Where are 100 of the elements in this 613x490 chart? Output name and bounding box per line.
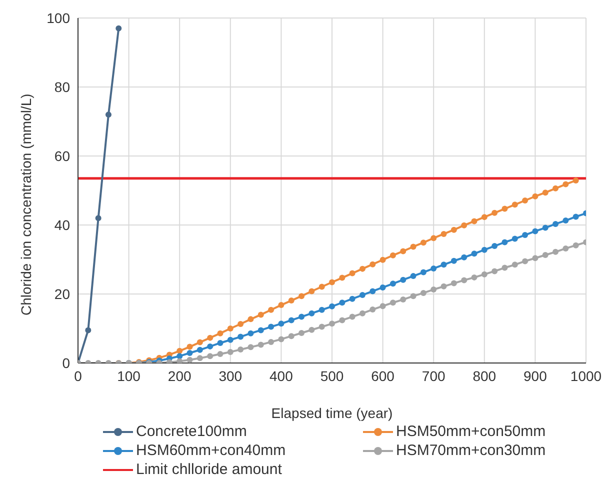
point [176, 353, 183, 360]
point [95, 215, 102, 222]
point [196, 346, 203, 353]
point [196, 355, 203, 362]
point [552, 185, 559, 192]
point [207, 353, 214, 360]
point [522, 198, 528, 204]
y-axis-title: Chloride ion concentration (mmol/L) [18, 94, 34, 316]
point [481, 271, 488, 278]
point [248, 344, 254, 350]
point [370, 261, 376, 268]
x-tick-label: 400 [270, 368, 294, 384]
legend-label: HSM70mm+con30mm [396, 442, 546, 459]
point [339, 317, 346, 324]
x-axis-title: Elapsed time (year) [271, 405, 393, 421]
point [481, 246, 488, 253]
point [207, 334, 214, 341]
point [410, 273, 416, 280]
point [492, 243, 498, 250]
point [440, 262, 447, 268]
point [339, 274, 346, 281]
point [420, 290, 426, 296]
point [532, 228, 538, 234]
point [572, 214, 579, 220]
point [542, 224, 548, 231]
point [288, 298, 294, 304]
point [298, 314, 305, 320]
point [471, 218, 478, 224]
point [298, 293, 305, 300]
point [318, 284, 325, 290]
point [562, 218, 569, 224]
point [349, 270, 356, 276]
point [562, 181, 569, 188]
point [318, 306, 325, 313]
point [532, 255, 538, 262]
y-tick-label: 80 [54, 78, 70, 95]
point [217, 340, 224, 346]
x-tick-label: 500 [320, 368, 344, 384]
point [410, 244, 416, 250]
point [502, 239, 508, 246]
legend-label: HSM50mm+con50mm [396, 423, 546, 440]
x-tick-label: 300 [218, 368, 242, 384]
point [492, 268, 498, 274]
point [481, 214, 488, 220]
point [522, 258, 528, 264]
point [461, 222, 468, 228]
point [349, 314, 356, 320]
point [572, 242, 579, 248]
point [512, 262, 518, 268]
point [278, 336, 284, 342]
point [552, 220, 559, 227]
x-tick-label: 800 [472, 368, 496, 384]
point [196, 339, 203, 346]
point [227, 326, 234, 332]
x-tick-label: 700 [422, 368, 446, 384]
point [186, 344, 193, 350]
point [186, 356, 193, 363]
point [400, 276, 406, 283]
point [258, 342, 264, 348]
point [400, 296, 406, 303]
point [532, 193, 538, 200]
point [359, 310, 366, 316]
point [116, 25, 122, 32]
point [380, 284, 386, 290]
y-tick-label: 100 [46, 10, 70, 26]
point [217, 330, 224, 336]
point [512, 236, 518, 242]
y-tick-label: 0 [62, 354, 70, 371]
x-tick-label: 900 [524, 368, 548, 384]
point [562, 245, 569, 252]
point [440, 230, 447, 237]
point [85, 327, 92, 334]
x-tick-label: 100 [117, 368, 141, 384]
point [370, 306, 376, 313]
point [430, 235, 437, 242]
point [572, 177, 579, 184]
point [288, 317, 294, 324]
point [248, 316, 254, 322]
point [268, 324, 274, 330]
point [278, 302, 284, 308]
point [502, 264, 508, 271]
point [390, 280, 396, 287]
point [542, 190, 548, 196]
x-tick-label: 1000 [570, 368, 602, 384]
point [552, 248, 559, 255]
point [450, 226, 457, 233]
point [542, 252, 548, 258]
x-tick-label: 600 [371, 368, 395, 384]
point [359, 292, 366, 298]
point [400, 248, 406, 254]
y-tick-label: 60 [54, 148, 70, 164]
point [238, 321, 244, 328]
y-tick-label: 40 [54, 216, 70, 233]
point [227, 336, 234, 343]
point [308, 310, 315, 316]
point [329, 303, 335, 310]
point [370, 288, 376, 294]
point [176, 348, 183, 354]
x-tick-label: 200 [168, 368, 192, 384]
legend-label: Limit chlloride amount [136, 461, 282, 478]
